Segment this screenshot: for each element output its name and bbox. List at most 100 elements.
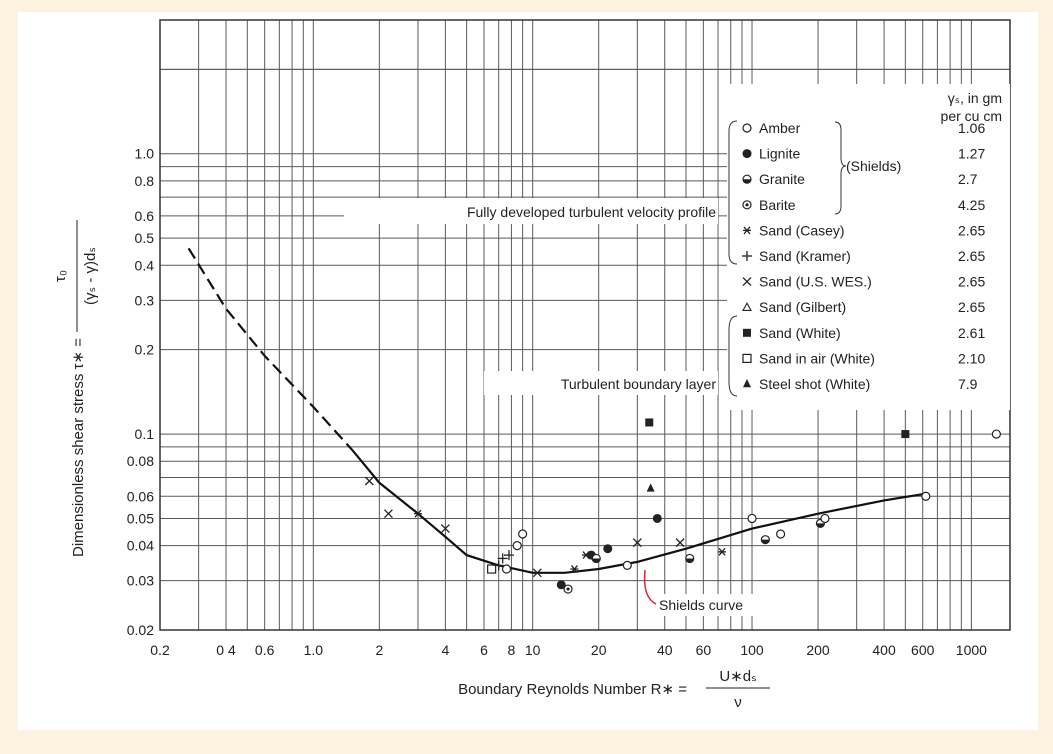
data-point-filled-circle bbox=[556, 580, 566, 590]
legend-label: Sand in air (White) bbox=[759, 350, 875, 366]
data-points bbox=[364, 418, 1001, 594]
annotation-turbulent-boundary: Turbulent boundary layer bbox=[561, 376, 716, 392]
data-point-open-circle bbox=[991, 429, 1001, 439]
x-axis-label: Boundary Reynolds Number R∗ = U∗dₛ ν bbox=[458, 668, 770, 711]
shields-curve-pointer bbox=[643, 569, 657, 605]
y-tick-label: 0.6 bbox=[135, 208, 155, 224]
data-point-open-circle bbox=[512, 541, 522, 551]
data-point-open-circle bbox=[820, 513, 830, 524]
x-axis-formula-den: ν bbox=[734, 694, 742, 711]
data-point-filled-circle bbox=[603, 544, 613, 554]
x-tick-label: 600 bbox=[911, 642, 935, 658]
legend-brace-left bbox=[728, 120, 738, 265]
tick-labels: 0.2 0 4 0.6 1.0 2 4 6 8 10 20 40 60 100 200 400 600 1000… bbox=[127, 146, 987, 658]
legend-marker-open-triangle bbox=[742, 302, 752, 311]
legend-value: 7.9 bbox=[958, 376, 978, 392]
legend-marker-half-circle bbox=[742, 174, 752, 184]
marker-stroke bbox=[414, 509, 422, 518]
annotation-fully-developed: Fully developed turbulent velocity profi… bbox=[467, 204, 716, 220]
x-tick-label: 200 bbox=[806, 642, 830, 658]
marker-fill bbox=[685, 558, 694, 563]
legend-value: 2.7 bbox=[958, 171, 978, 187]
legend-label: Lignite bbox=[759, 146, 800, 162]
legend-brace-shields bbox=[834, 121, 847, 215]
legend-label: Sand (Gilbert) bbox=[759, 299, 846, 315]
marker-dot bbox=[745, 203, 749, 207]
legend-label: Sand (U.S. WES.) bbox=[759, 274, 872, 290]
data-point-asterisk bbox=[718, 547, 727, 556]
legend-marker-cross bbox=[742, 277, 752, 287]
marker-stroke bbox=[675, 538, 685, 548]
legend-marker-plus bbox=[742, 251, 752, 261]
x-tick-label: 2 bbox=[375, 642, 383, 658]
y-tick-label: 0.8 bbox=[135, 173, 155, 189]
data-point-open-circle bbox=[622, 560, 632, 571]
data-point-open-circle bbox=[921, 491, 931, 501]
shields-curve-dashed bbox=[187, 247, 353, 451]
x-tick-label: 8 bbox=[508, 642, 516, 658]
x-tick-label: 60 bbox=[696, 642, 712, 658]
y-axis-formula-num: τ₀ bbox=[52, 270, 69, 282]
x-axis-formula-num: U∗dₛ bbox=[719, 668, 756, 685]
data-point-cross bbox=[532, 568, 542, 578]
data-point-plus bbox=[497, 553, 508, 564]
marker-stroke bbox=[718, 547, 726, 556]
y-tick-label: 0.08 bbox=[127, 453, 154, 469]
legend-entries: Amber 1.06 Lignite 1.27 Granite 2.7 Barite 4.25… bbox=[742, 120, 985, 392]
shields-curve bbox=[187, 247, 923, 574]
legend: γₛ, in gm per cu cm Amber 1.06 Lignite 1.27… bbox=[727, 84, 1010, 410]
y-tick-label: 0.04 bbox=[127, 538, 154, 554]
annotation-bg-1 bbox=[344, 198, 718, 224]
x-tick-label: 400 bbox=[872, 642, 896, 658]
legend-label: Amber bbox=[759, 120, 801, 136]
y-tick-label: 0.1 bbox=[135, 426, 155, 442]
legend-value: 1.06 bbox=[958, 120, 985, 136]
marker-dot bbox=[566, 587, 570, 591]
data-point-plus bbox=[504, 550, 515, 561]
y-tick-label: 0.06 bbox=[127, 488, 154, 504]
legend-label: Sand (Casey) bbox=[759, 222, 845, 238]
marker-stroke bbox=[743, 226, 751, 235]
legend-value: 2.65 bbox=[958, 299, 985, 315]
y-tick-label: 0.05 bbox=[127, 510, 154, 526]
legend-marker-open-square bbox=[742, 353, 752, 363]
marker-fill bbox=[592, 558, 601, 563]
annotation-bg-2 bbox=[484, 371, 718, 395]
legend-brace-white bbox=[728, 315, 738, 397]
data-point-half-circle bbox=[591, 553, 601, 564]
grid bbox=[159, 19, 1011, 631]
legend-marker-filled-square bbox=[743, 328, 751, 337]
x-tick-label: 1.0 bbox=[304, 642, 324, 658]
y-axis-formula-den: (γₛ - γ)dₛ bbox=[82, 247, 99, 305]
shields-curve-solid bbox=[351, 448, 923, 574]
x-tick-label: 0.2 bbox=[150, 642, 170, 658]
x-tick-label: 40 bbox=[657, 642, 673, 658]
legend-box bbox=[727, 84, 1010, 410]
legend-label: Sand (Kramer) bbox=[759, 248, 851, 264]
legend-label: Barite bbox=[759, 197, 796, 213]
data-point-cross bbox=[364, 476, 374, 486]
legend-value: 2.65 bbox=[958, 248, 985, 264]
marker-fill bbox=[743, 179, 751, 184]
x-tick-label: 0 4 bbox=[216, 642, 236, 658]
data-point-asterisk bbox=[570, 565, 579, 573]
data-point-filled-circle bbox=[652, 513, 662, 523]
data-point-asterisk bbox=[413, 509, 422, 518]
y-axis-label: Dimensionless shear stress τ∗ = τ₀ (γₛ -… bbox=[52, 220, 99, 557]
x-tick-label: 100 bbox=[740, 642, 764, 658]
x-tick-label: 6 bbox=[480, 642, 488, 658]
legend-title-line2: per cu cm bbox=[941, 108, 1002, 124]
legend-label: Sand (White) bbox=[759, 325, 841, 341]
marker-stroke bbox=[742, 277, 752, 287]
y-tick-label: 0.2 bbox=[135, 342, 155, 358]
y-tick-label: 0.03 bbox=[127, 573, 154, 589]
x-tick-label: 4 bbox=[441, 642, 449, 658]
y-axis-label-text: Dimensionless shear stress τ∗ = bbox=[70, 338, 87, 557]
legend-value: 1.27 bbox=[958, 146, 985, 162]
legend-marker-filled-circle bbox=[742, 149, 752, 159]
marker-stroke bbox=[570, 565, 578, 573]
legend-value: 2.61 bbox=[958, 325, 985, 341]
data-point-dot-circle bbox=[563, 584, 573, 594]
data-point-open-circle bbox=[518, 529, 528, 539]
